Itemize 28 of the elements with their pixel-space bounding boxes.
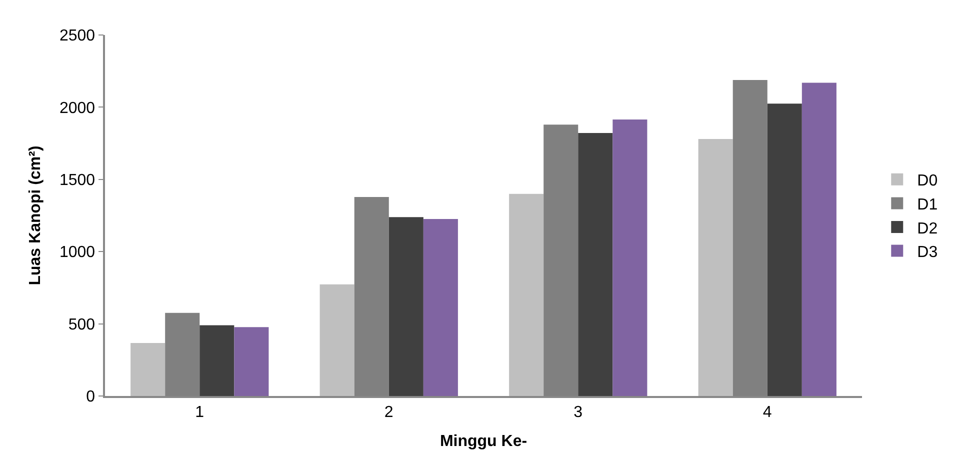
bar <box>802 82 836 396</box>
bar <box>423 218 458 396</box>
y-tick-label: 2500 <box>59 28 96 45</box>
bar <box>388 217 424 396</box>
x-tick-label: 4 <box>762 404 772 421</box>
y-tick-label: 2000 <box>59 100 96 117</box>
bar <box>320 284 354 396</box>
bar <box>200 325 234 396</box>
y-axis-title: Luas Kanopi (cm²) <box>26 146 44 286</box>
bar <box>767 104 802 396</box>
bar <box>130 343 166 396</box>
y-tick-label: 500 <box>68 316 96 334</box>
bar <box>578 133 613 396</box>
legend-label: D0 <box>917 172 938 190</box>
bar <box>234 327 269 396</box>
x-tick-label: 3 <box>574 404 583 421</box>
y-tick-label: 1500 <box>59 172 96 189</box>
bar <box>612 119 648 396</box>
y-tick-label: 1000 <box>59 244 96 262</box>
legend-label: D2 <box>917 220 938 238</box>
x-axis-title: Minggu Ke- <box>440 433 528 450</box>
legend-label: D3 <box>917 244 938 262</box>
x-tick-label: 1 <box>195 404 204 421</box>
y-tick-label: 0 <box>86 388 96 406</box>
bar <box>698 138 733 396</box>
bar <box>509 194 544 396</box>
legend-label: D1 <box>917 196 938 214</box>
x-tick-label: 2 <box>384 404 394 421</box>
